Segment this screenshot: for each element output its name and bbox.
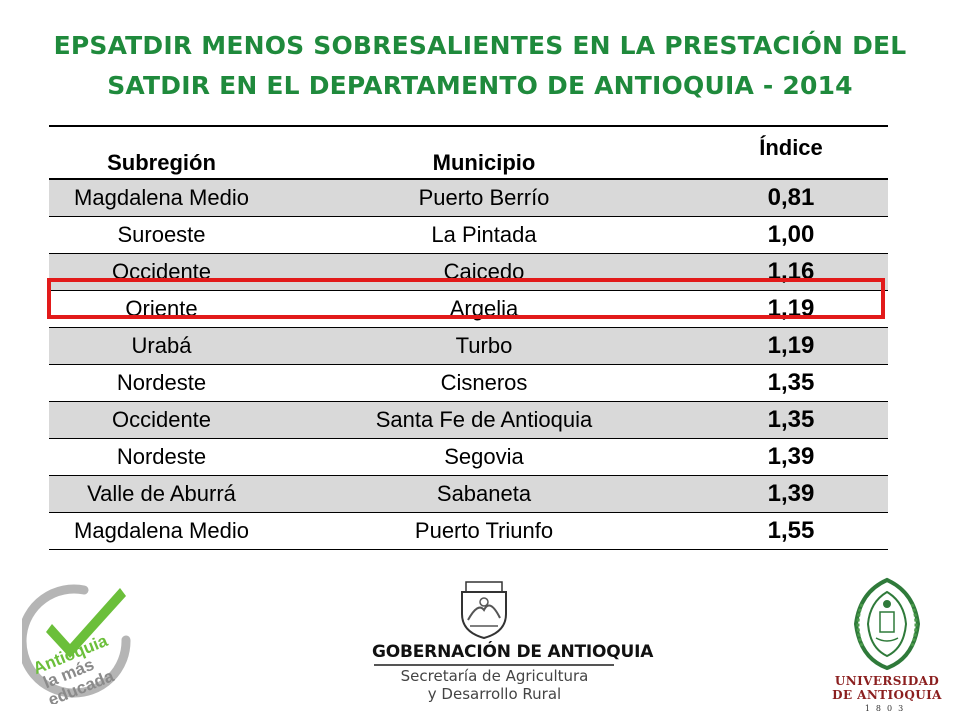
cell-municipio: Santa Fe de Antioquia xyxy=(274,401,694,439)
cell-subregion: Occidente xyxy=(49,253,274,291)
cell-indice: 1,16 xyxy=(694,253,888,291)
coat-of-arms-icon xyxy=(461,581,507,640)
table-row: Nordeste Segovia 1,39 xyxy=(49,438,888,476)
udea-name-line1: UNIVERSIDAD xyxy=(834,674,940,688)
cell-subregion: Valle de Aburrá xyxy=(49,475,274,513)
ranking-table-container: Subregión Municipio Índice Magdalena Med… xyxy=(49,125,888,550)
cell-subregion: Nordeste xyxy=(49,438,274,476)
cell-municipio: Argelia xyxy=(274,290,694,328)
cell-municipio: Sabaneta xyxy=(274,475,694,513)
table-body: Magdalena Medio Puerto Berrío 0,81 Suroeste… xyxy=(49,179,888,550)
cell-indice: 1,35 xyxy=(694,364,888,402)
header-subregion: Subregión xyxy=(49,125,274,180)
udea-year: 1803 xyxy=(864,704,910,713)
header-indice: Índice xyxy=(694,125,888,180)
table-row: Urabá Turbo 1,19 xyxy=(49,327,888,365)
gobernacion-dept-line2: y Desarrollo Rural xyxy=(427,685,562,703)
header-municipio: Municipio xyxy=(274,125,694,180)
cell-municipio: Caicedo xyxy=(274,253,694,291)
cell-subregion: Urabá xyxy=(49,327,274,365)
cell-subregion: Magdalena Medio xyxy=(49,512,274,550)
udea-seal-icon xyxy=(853,577,921,671)
cell-indice: 1,19 xyxy=(694,327,888,365)
cell-municipio: Turbo xyxy=(274,327,694,365)
table-row: Occidente Santa Fe de Antioquia 1,35 xyxy=(49,401,888,439)
page-title: EPSATDIR MENOS SOBRESALIENTES EN LA PRES… xyxy=(20,26,940,106)
cell-municipio: Puerto Triunfo xyxy=(274,512,694,550)
cell-subregion: Nordeste xyxy=(49,364,274,402)
table-row: Magdalena Medio Puerto Berrío 0,81 xyxy=(49,179,888,217)
antioquia-educada-badge-icon: Antioquia la más educada xyxy=(17,584,131,710)
cell-indice: 1,00 xyxy=(694,216,888,254)
cell-indice: 1,39 xyxy=(694,475,888,513)
title-line-1: EPSATDIR MENOS SOBRESALIENTES EN LA PRES… xyxy=(53,31,907,60)
gobernacion-divider xyxy=(374,664,614,666)
cell-municipio: Puerto Berrío xyxy=(274,179,694,217)
cell-subregion: Magdalena Medio xyxy=(49,179,274,217)
table-row: Magdalena Medio Puerto Triunfo 1,55 xyxy=(49,512,888,550)
gobernacion-logo: GOBERNACIÓN DE ANTIOQUIA Secretaría de A… xyxy=(372,580,654,705)
cell-indice: 1,39 xyxy=(694,438,888,476)
table-row: Suroeste La Pintada 1,00 xyxy=(49,216,888,254)
cell-municipio: Cisneros xyxy=(274,364,694,402)
table-row: Nordeste Cisneros 1,35 xyxy=(49,364,888,402)
gobernacion-dept-line1: Secretaría de Agricultura xyxy=(400,667,589,685)
udea-name-line2: DE ANTIOQUIA xyxy=(832,688,942,702)
ranking-table: Subregión Municipio Índice Magdalena Med… xyxy=(49,125,888,550)
cell-indice: 1,35 xyxy=(694,401,888,439)
cell-subregion: Oriente xyxy=(49,290,274,328)
antioquia-educada-logo: Antioquia la más educada xyxy=(17,582,134,710)
gobernacion-name: GOBERNACIÓN DE ANTIOQUIA xyxy=(372,642,654,662)
table-row: Oriente Argelia 1,19 xyxy=(49,290,888,328)
cell-indice: 1,19 xyxy=(694,290,888,328)
cell-indice: 1,55 xyxy=(694,512,888,550)
cell-indice: 0,81 xyxy=(694,179,888,217)
cell-subregion: Occidente xyxy=(49,401,274,439)
table-row: Occidente Caicedo 1,16 xyxy=(49,253,888,291)
table-row: Valle de Aburrá Sabaneta 1,39 xyxy=(49,475,888,513)
cell-municipio: La Pintada xyxy=(274,216,694,254)
udea-logo: UNIVERSIDAD DE ANTIOQUIA 1803 xyxy=(832,574,942,714)
title-line-2: SATDIR EN EL DEPARTAMENTO DE ANTIOQUIA -… xyxy=(107,71,853,100)
cell-municipio: Segovia xyxy=(274,438,694,476)
table-header-row: Subregión Municipio Índice xyxy=(49,125,888,180)
cell-subregion: Suroeste xyxy=(49,216,274,254)
